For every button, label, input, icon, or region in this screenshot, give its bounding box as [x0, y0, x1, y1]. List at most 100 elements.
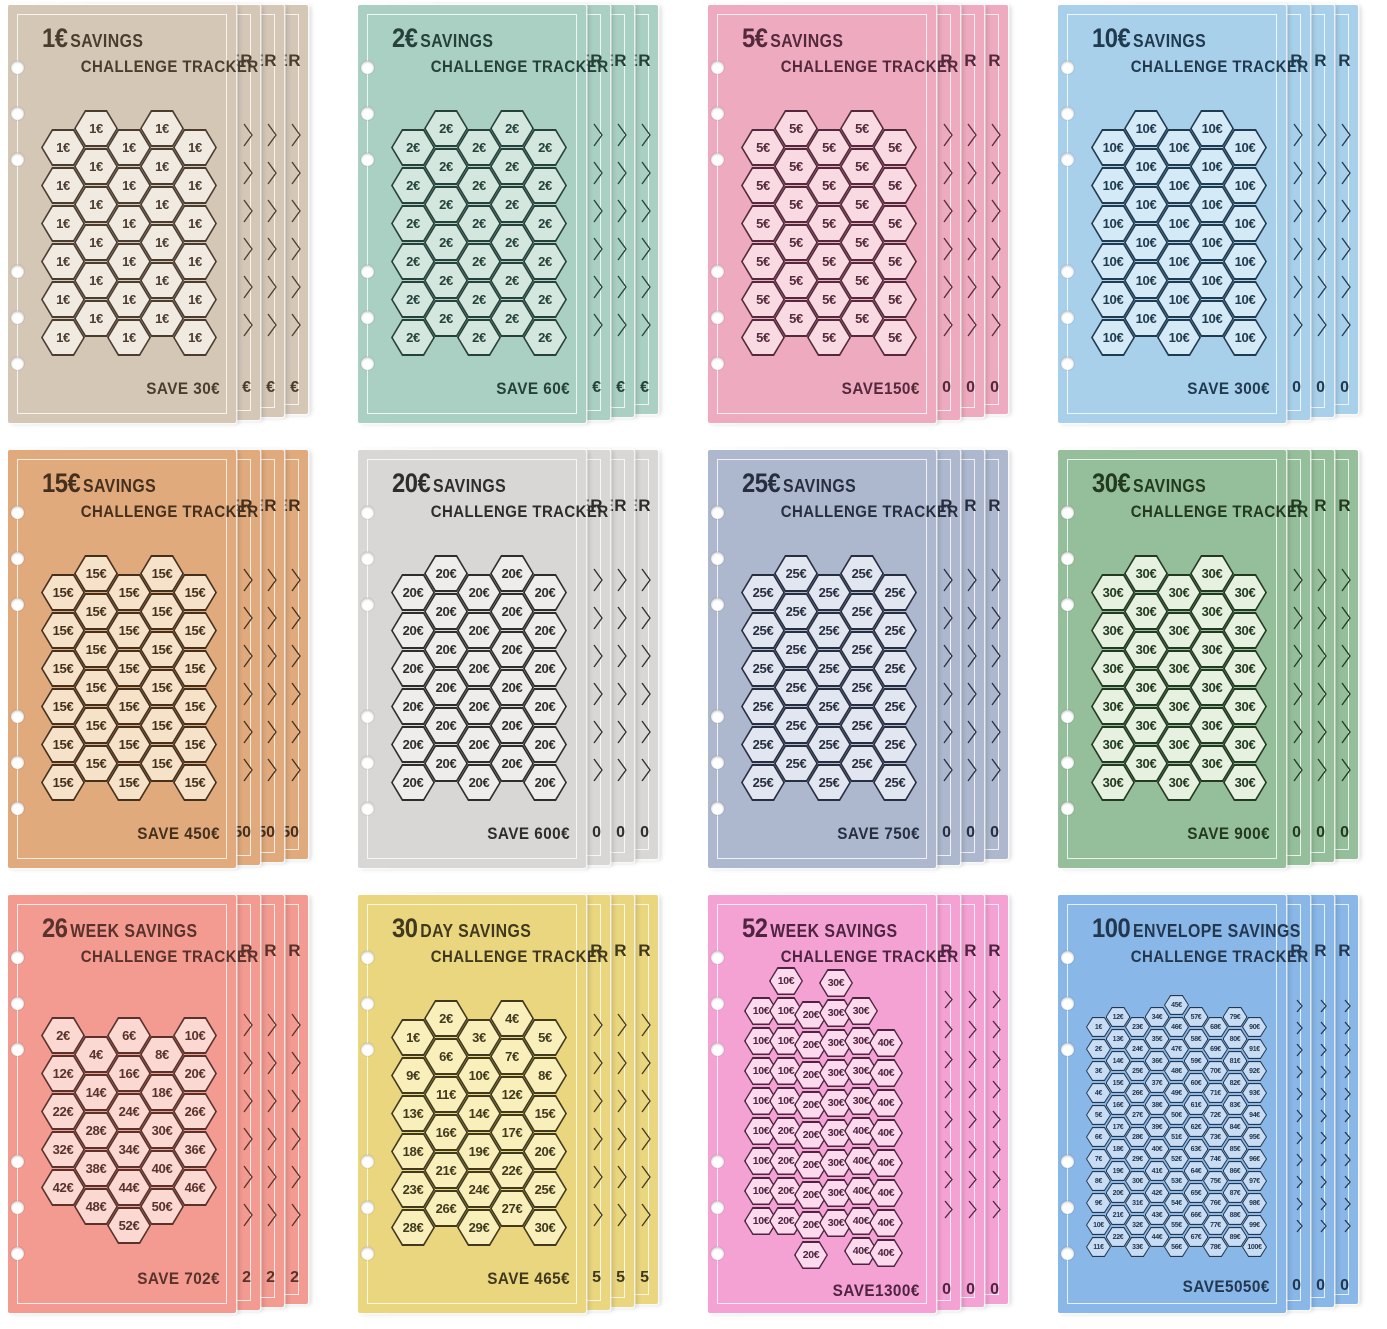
hex-value: 83€ [1229, 1101, 1241, 1109]
hex-cell-face: 1€ [42, 282, 84, 317]
hex-cell: 20€ [457, 726, 501, 763]
hex-cell: 33€ [1125, 1237, 1150, 1257]
hex-cell: 55€ [1164, 1215, 1189, 1235]
hex-cell-face: 1€ [1087, 1018, 1110, 1036]
hex-cell-face: 48€ [75, 1189, 117, 1224]
hex-cell: 65€ [1183, 1183, 1209, 1203]
hex-value: 20€ [468, 585, 490, 600]
hex-cell: 84€ [1222, 1117, 1248, 1137]
hex-cell-face: 50€ [1165, 1106, 1188, 1124]
hex-cell-face: 25€ [841, 632, 883, 667]
hex-cell: 13€ [391, 1095, 435, 1132]
hex-value: 7€ [1094, 1155, 1103, 1163]
tracker-page-front: 5€ SAVINGS CHALLENGE TRACKER 5€ 5€ 5€ 5€ 5€ 5€ 5€… [708, 5, 958, 423]
hex-value: 20€ [468, 699, 490, 714]
hex-cell: 20€ [490, 669, 534, 706]
hex-cell-face: 77€ [1204, 1216, 1227, 1234]
hex-value: 10€ [1135, 121, 1157, 136]
hex-edge-chevron-icon [641, 682, 651, 706]
hex-edge-chevron-icon [1296, 1197, 1303, 1211]
hex-value: 4€ [1094, 1089, 1103, 1097]
hex-value: 2€ [472, 140, 486, 155]
hex-edge-chevron-icon [1293, 275, 1303, 299]
stacked-page-title-fragment: R [1290, 941, 1303, 960]
hex-cell-face: 15€ [75, 670, 117, 705]
hex-cell-face: 1€ [75, 301, 117, 336]
hex-value: 10€ [1135, 197, 1157, 212]
hex-cell: 10€ [1190, 110, 1234, 147]
hex-cell: 95€ [1242, 1127, 1267, 1147]
hex-value: 5€ [756, 216, 770, 231]
hex-edge-chevron-icon [617, 1203, 627, 1227]
hex-value: 1€ [155, 273, 169, 288]
hex-edge-chevron-icon [967, 568, 977, 592]
hex-value: 42€ [52, 1180, 74, 1195]
hex-cell-face: 20€ [491, 632, 533, 667]
hex-cell: 40€ [869, 1059, 903, 1087]
hex-value: 1€ [188, 292, 202, 307]
hex-cell: 10€ [1223, 319, 1267, 356]
hex-cell: 2€ [457, 129, 501, 166]
hex-edge-chevron-icon [593, 199, 603, 223]
title-line2: CHALLENGE TRACKER [80, 502, 259, 522]
hex-edge-chevron-icon [243, 644, 253, 668]
hex-edge-chevron-icon [267, 758, 277, 782]
hex-value: 30€ [852, 1065, 870, 1077]
hex-cell: 10€ [1091, 205, 1135, 242]
hex-value: 1€ [56, 254, 70, 269]
hex-value: 25€ [752, 737, 774, 752]
hex-edge-chevron-icon [291, 606, 301, 630]
hex-edge-chevron-icon [943, 237, 953, 261]
binder-hole [361, 552, 374, 565]
hex-value: 40€ [877, 1067, 895, 1079]
binder-hole [11, 61, 24, 74]
tracker-card-30-euro: R 0 R 0 R 0 30€ SAVINGS CHALLENGE TRACKER 30€ 30€ 3… [1058, 450, 1358, 870]
binder-hole [711, 265, 724, 278]
hex-value: 25€ [1132, 1067, 1143, 1075]
hex-value: 5€ [789, 273, 803, 288]
hex-value: 20€ [468, 737, 490, 752]
hex-cell: 94€ [1242, 1105, 1267, 1125]
hex-value: 5€ [789, 159, 803, 174]
hex-cell-face: 5€ [742, 130, 784, 165]
hex-edge-chevron-icon [1341, 758, 1351, 782]
hex-cell-face: 5€ [775, 301, 817, 336]
hex-value: 1€ [1094, 1023, 1103, 1031]
hex-value: 25€ [752, 623, 774, 638]
binder-hole [11, 951, 24, 964]
hex-cell-face: 27€ [491, 1191, 533, 1226]
hex-cell-face: 37€ [1145, 1074, 1169, 1092]
hex-edge-chevron-icon [641, 720, 651, 744]
hex-cell-face: 30€ [1224, 613, 1266, 648]
hex-cell-face: 25€ [1126, 1062, 1149, 1080]
hex-cell-face: 91€ [1243, 1040, 1266, 1058]
title-line2: CHALLENGE TRACKER [780, 57, 959, 77]
stacked-page-title-fragment: R [288, 941, 301, 960]
hex-value: 10€ [1093, 1221, 1104, 1229]
hex-cell: 2€ [1086, 1039, 1111, 1059]
binder-hole [361, 710, 374, 723]
binder-hole [711, 61, 724, 74]
hex-value: 1€ [155, 235, 169, 250]
hex-cell: 15€ [41, 726, 85, 763]
hex-edge-chevron-icon [617, 1013, 627, 1037]
hex-value: 20€ [777, 1215, 795, 1227]
hex-cell: 27€ [1125, 1105, 1150, 1125]
save-total-label: SAVE 900€ [1187, 824, 1270, 843]
stacked-page-title-fragment: R [638, 941, 651, 960]
hex-cell: 30€ [1124, 745, 1168, 782]
hex-value: 5€ [822, 254, 836, 269]
hex-cell-face: 15€ [174, 727, 216, 762]
hex-cell: 20€ [794, 1241, 828, 1269]
hex-value: 24€ [1132, 1045, 1143, 1053]
hex-cell: 23€ [1125, 1017, 1150, 1037]
hex-cell: 15€ [74, 707, 118, 744]
stacked-hex-edges [1317, 568, 1327, 782]
title-line2: CHALLENGE TRACKER [780, 947, 959, 967]
hex-value: 10€ [468, 1068, 490, 1083]
hex-value: 1€ [188, 178, 202, 193]
hex-value: 87€ [1229, 1189, 1241, 1197]
hex-value: 10€ [1201, 311, 1223, 326]
hex-cell: 30€ [1091, 726, 1135, 763]
hex-value: 15€ [52, 661, 74, 676]
